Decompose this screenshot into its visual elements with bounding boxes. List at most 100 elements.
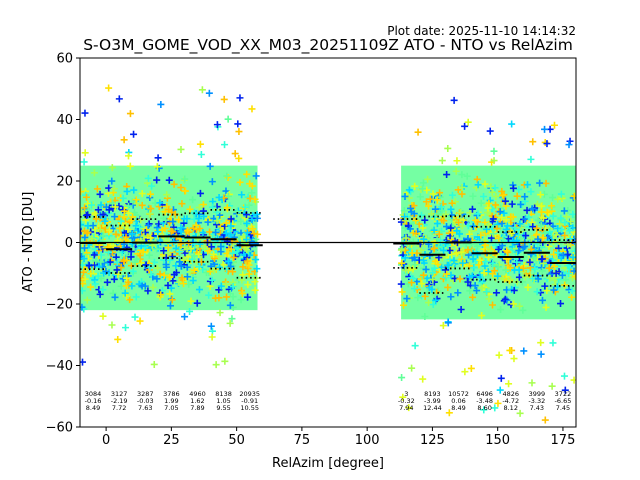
data-point	[217, 212, 225, 220]
data-point	[403, 295, 411, 303]
data-point	[397, 218, 405, 226]
data-point	[105, 84, 113, 92]
data-point	[144, 174, 152, 182]
data-point	[80, 208, 86, 216]
data-point	[431, 291, 439, 299]
data-point	[96, 190, 104, 198]
data-point	[521, 242, 529, 250]
data-point	[488, 188, 496, 196]
data-point	[111, 213, 119, 221]
data-point	[431, 213, 439, 221]
data-point	[195, 250, 203, 258]
data-point	[223, 172, 231, 180]
data-point	[207, 243, 215, 251]
data-point	[566, 227, 574, 235]
data-point	[102, 267, 110, 275]
data-point	[447, 293, 455, 301]
data-point	[120, 240, 128, 248]
data-point	[215, 286, 223, 294]
data-point	[520, 347, 528, 355]
data-point	[244, 281, 252, 289]
data-point	[226, 290, 234, 298]
data-point	[126, 162, 134, 170]
data-point	[557, 300, 565, 308]
data-point	[489, 215, 497, 223]
y-tick: −40	[46, 359, 80, 374]
data-point	[121, 289, 129, 297]
bin-n-label: 4960	[189, 390, 206, 398]
bin-std-label: 8.12	[503, 404, 517, 412]
data-point	[219, 261, 227, 269]
data-point	[147, 205, 155, 213]
data-point	[146, 263, 154, 271]
data-point	[111, 293, 119, 301]
data-point	[166, 256, 174, 264]
data-point	[494, 263, 502, 271]
data-point	[397, 280, 405, 288]
data-point	[83, 296, 91, 304]
data-point	[227, 222, 235, 230]
data-point	[400, 213, 408, 221]
data-point	[85, 262, 93, 270]
data-point	[401, 192, 409, 200]
data-point	[156, 270, 164, 278]
data-point	[248, 189, 256, 197]
bin-7: 3-0.327.94	[393, 218, 420, 412]
data-point	[482, 258, 490, 266]
data-point	[515, 273, 523, 281]
data-point	[110, 275, 118, 283]
data-point	[537, 339, 545, 347]
data-point	[496, 386, 504, 394]
data-point	[138, 201, 146, 209]
data-point	[175, 278, 183, 286]
data-point	[458, 171, 466, 179]
data-point	[461, 122, 469, 130]
data-point	[112, 253, 120, 261]
data-point	[538, 267, 546, 275]
data-point	[209, 203, 217, 211]
data-point	[237, 296, 245, 304]
bin-std-label: 7.89	[190, 404, 204, 412]
data-point	[448, 229, 456, 237]
data-point	[492, 289, 500, 297]
data-point	[109, 189, 117, 197]
bin-std-label: 7.94	[399, 404, 413, 412]
data-point	[545, 242, 553, 250]
data-point	[477, 231, 485, 239]
data-point	[216, 263, 224, 271]
data-point	[411, 261, 419, 269]
data-point	[181, 256, 189, 264]
bin-std-label: 7.45	[556, 404, 570, 412]
data-point	[543, 140, 551, 148]
bin-mean-label: -3.48	[476, 397, 493, 405]
data-point	[81, 149, 89, 157]
data-point	[189, 196, 197, 204]
data-point	[402, 234, 410, 242]
data-point	[522, 232, 530, 240]
bin-std-label: 7.63	[138, 404, 152, 412]
data-point	[83, 193, 91, 201]
data-point	[216, 309, 224, 317]
data-point	[80, 221, 85, 229]
data-point	[559, 251, 567, 259]
data-point	[496, 208, 504, 216]
data-point	[225, 257, 233, 265]
data-point	[557, 238, 565, 246]
data-point	[480, 192, 488, 200]
data-point	[180, 280, 188, 288]
data-point	[160, 271, 168, 279]
data-point	[542, 179, 550, 187]
data-point	[239, 271, 247, 279]
data-point	[556, 220, 564, 228]
data-point	[235, 128, 243, 136]
data-point	[458, 183, 466, 191]
data-point	[176, 258, 184, 266]
data-point	[443, 171, 451, 179]
x-tick: 0	[102, 427, 110, 448]
data-point	[434, 260, 442, 268]
data-point	[561, 258, 569, 266]
data-point	[123, 274, 131, 282]
bin-mean-label: -0.91	[241, 397, 258, 405]
data-point	[128, 282, 136, 290]
data-point	[177, 183, 185, 191]
